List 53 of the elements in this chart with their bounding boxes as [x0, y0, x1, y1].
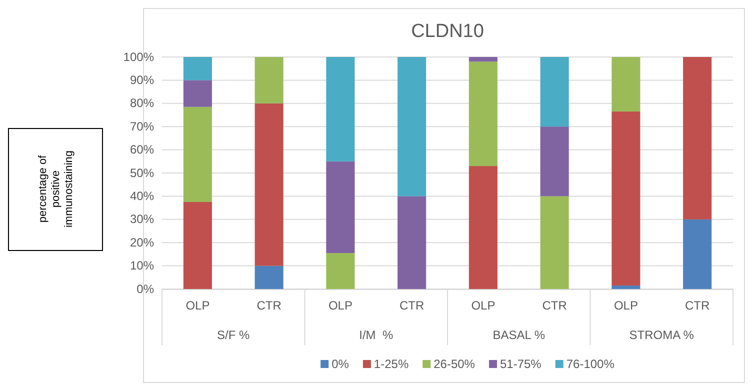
y-tick-label: 10%: [130, 258, 154, 273]
bar: [398, 196, 426, 289]
legend-label: 1-25%: [374, 357, 409, 371]
bar: [254, 57, 284, 104]
y-tick-label: 70%: [130, 119, 154, 134]
bar: [612, 57, 640, 112]
y-tick-label: 100%: [123, 50, 154, 64]
y-tick-label: 90%: [130, 73, 154, 88]
legend-label: 76-100%: [566, 357, 615, 371]
x-tick-label: OLP: [471, 298, 496, 313]
bar: [326, 253, 355, 289]
x-tick-label: OLP: [186, 298, 210, 313]
bar: [326, 161, 355, 254]
bar: [540, 196, 569, 289]
bar: [468, 57, 498, 62]
bar: [254, 266, 284, 289]
bar: [183, 80, 212, 107]
bar: [398, 57, 426, 196]
bar: [468, 62, 498, 166]
x-tick-label: CTR: [256, 298, 282, 313]
y-tick-label: 0%: [136, 282, 154, 296]
y-tick-label: 30%: [130, 212, 154, 226]
legend-label: 51-75%: [500, 357, 542, 371]
bar: [612, 286, 640, 289]
bar: [468, 166, 498, 289]
x-tick-label: CTR: [542, 298, 568, 313]
chart-title: CLDN10: [411, 21, 484, 42]
bar: [612, 112, 640, 286]
y-tick-label: 60%: [130, 142, 154, 157]
bar: [254, 103, 284, 266]
text: STROMA %: [629, 328, 694, 342]
bar: [683, 57, 712, 220]
y-tick-label: 20%: [130, 235, 154, 250]
x-tick-label: CTR: [684, 298, 710, 313]
y-tick-label: 40%: [130, 189, 154, 204]
y-tick-label: 80%: [130, 96, 154, 110]
bar: [183, 106, 212, 202]
bar: [540, 57, 569, 127]
text: BASAL %: [492, 328, 546, 342]
bar: [683, 219, 712, 289]
x-tick-label: OLP: [614, 298, 638, 313]
x-tick-label: OLP: [328, 298, 352, 313]
legend-label: 26-50%: [434, 357, 476, 371]
y-axis-title: percentage of positive immunostaining: [37, 150, 75, 228]
x-tick-label: CTR: [399, 298, 424, 313]
bar: [183, 202, 212, 289]
text: I/M %: [359, 328, 394, 342]
legend-label: 0%: [332, 357, 350, 371]
bar: [183, 57, 212, 80]
y-tick-label: 50%: [130, 166, 154, 180]
text: S/F %: [217, 328, 250, 342]
bar: [326, 57, 355, 162]
bar: [540, 126, 569, 196]
